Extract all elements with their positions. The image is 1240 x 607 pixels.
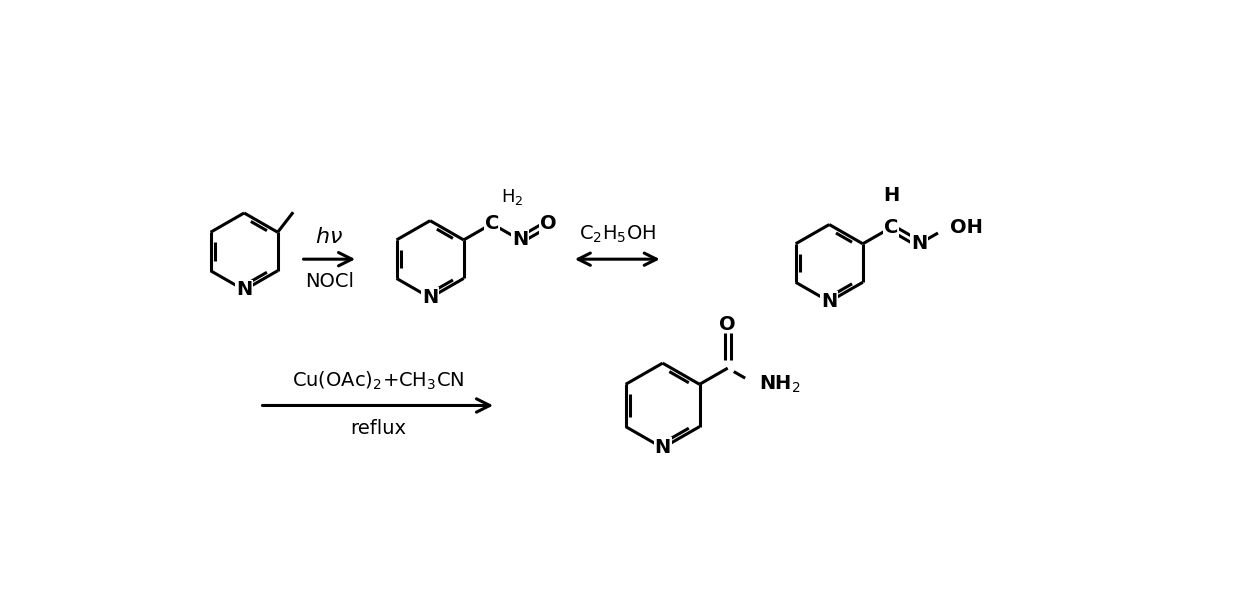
Text: N: N	[655, 438, 671, 457]
Text: O: O	[719, 315, 737, 334]
Text: OH: OH	[951, 218, 983, 237]
Text: H: H	[883, 186, 899, 205]
Text: C: C	[884, 218, 898, 237]
Text: NH$_2$: NH$_2$	[759, 374, 801, 395]
Text: N: N	[422, 288, 438, 307]
Text: N: N	[236, 280, 252, 299]
Text: C: C	[485, 214, 498, 233]
Text: Cu(OAc)$_2$+CH$_3$CN: Cu(OAc)$_2$+CH$_3$CN	[291, 369, 464, 392]
Text: N: N	[911, 234, 928, 253]
Text: reflux: reflux	[350, 419, 405, 438]
Text: H$_2$: H$_2$	[501, 187, 523, 207]
Text: O: O	[539, 214, 557, 233]
Text: NOCl: NOCl	[305, 271, 353, 291]
Text: $h\nu$: $h\nu$	[315, 227, 343, 247]
Text: N: N	[821, 292, 837, 311]
Text: N: N	[512, 231, 528, 249]
Text: C$_2$H$_5$OH: C$_2$H$_5$OH	[579, 224, 656, 245]
